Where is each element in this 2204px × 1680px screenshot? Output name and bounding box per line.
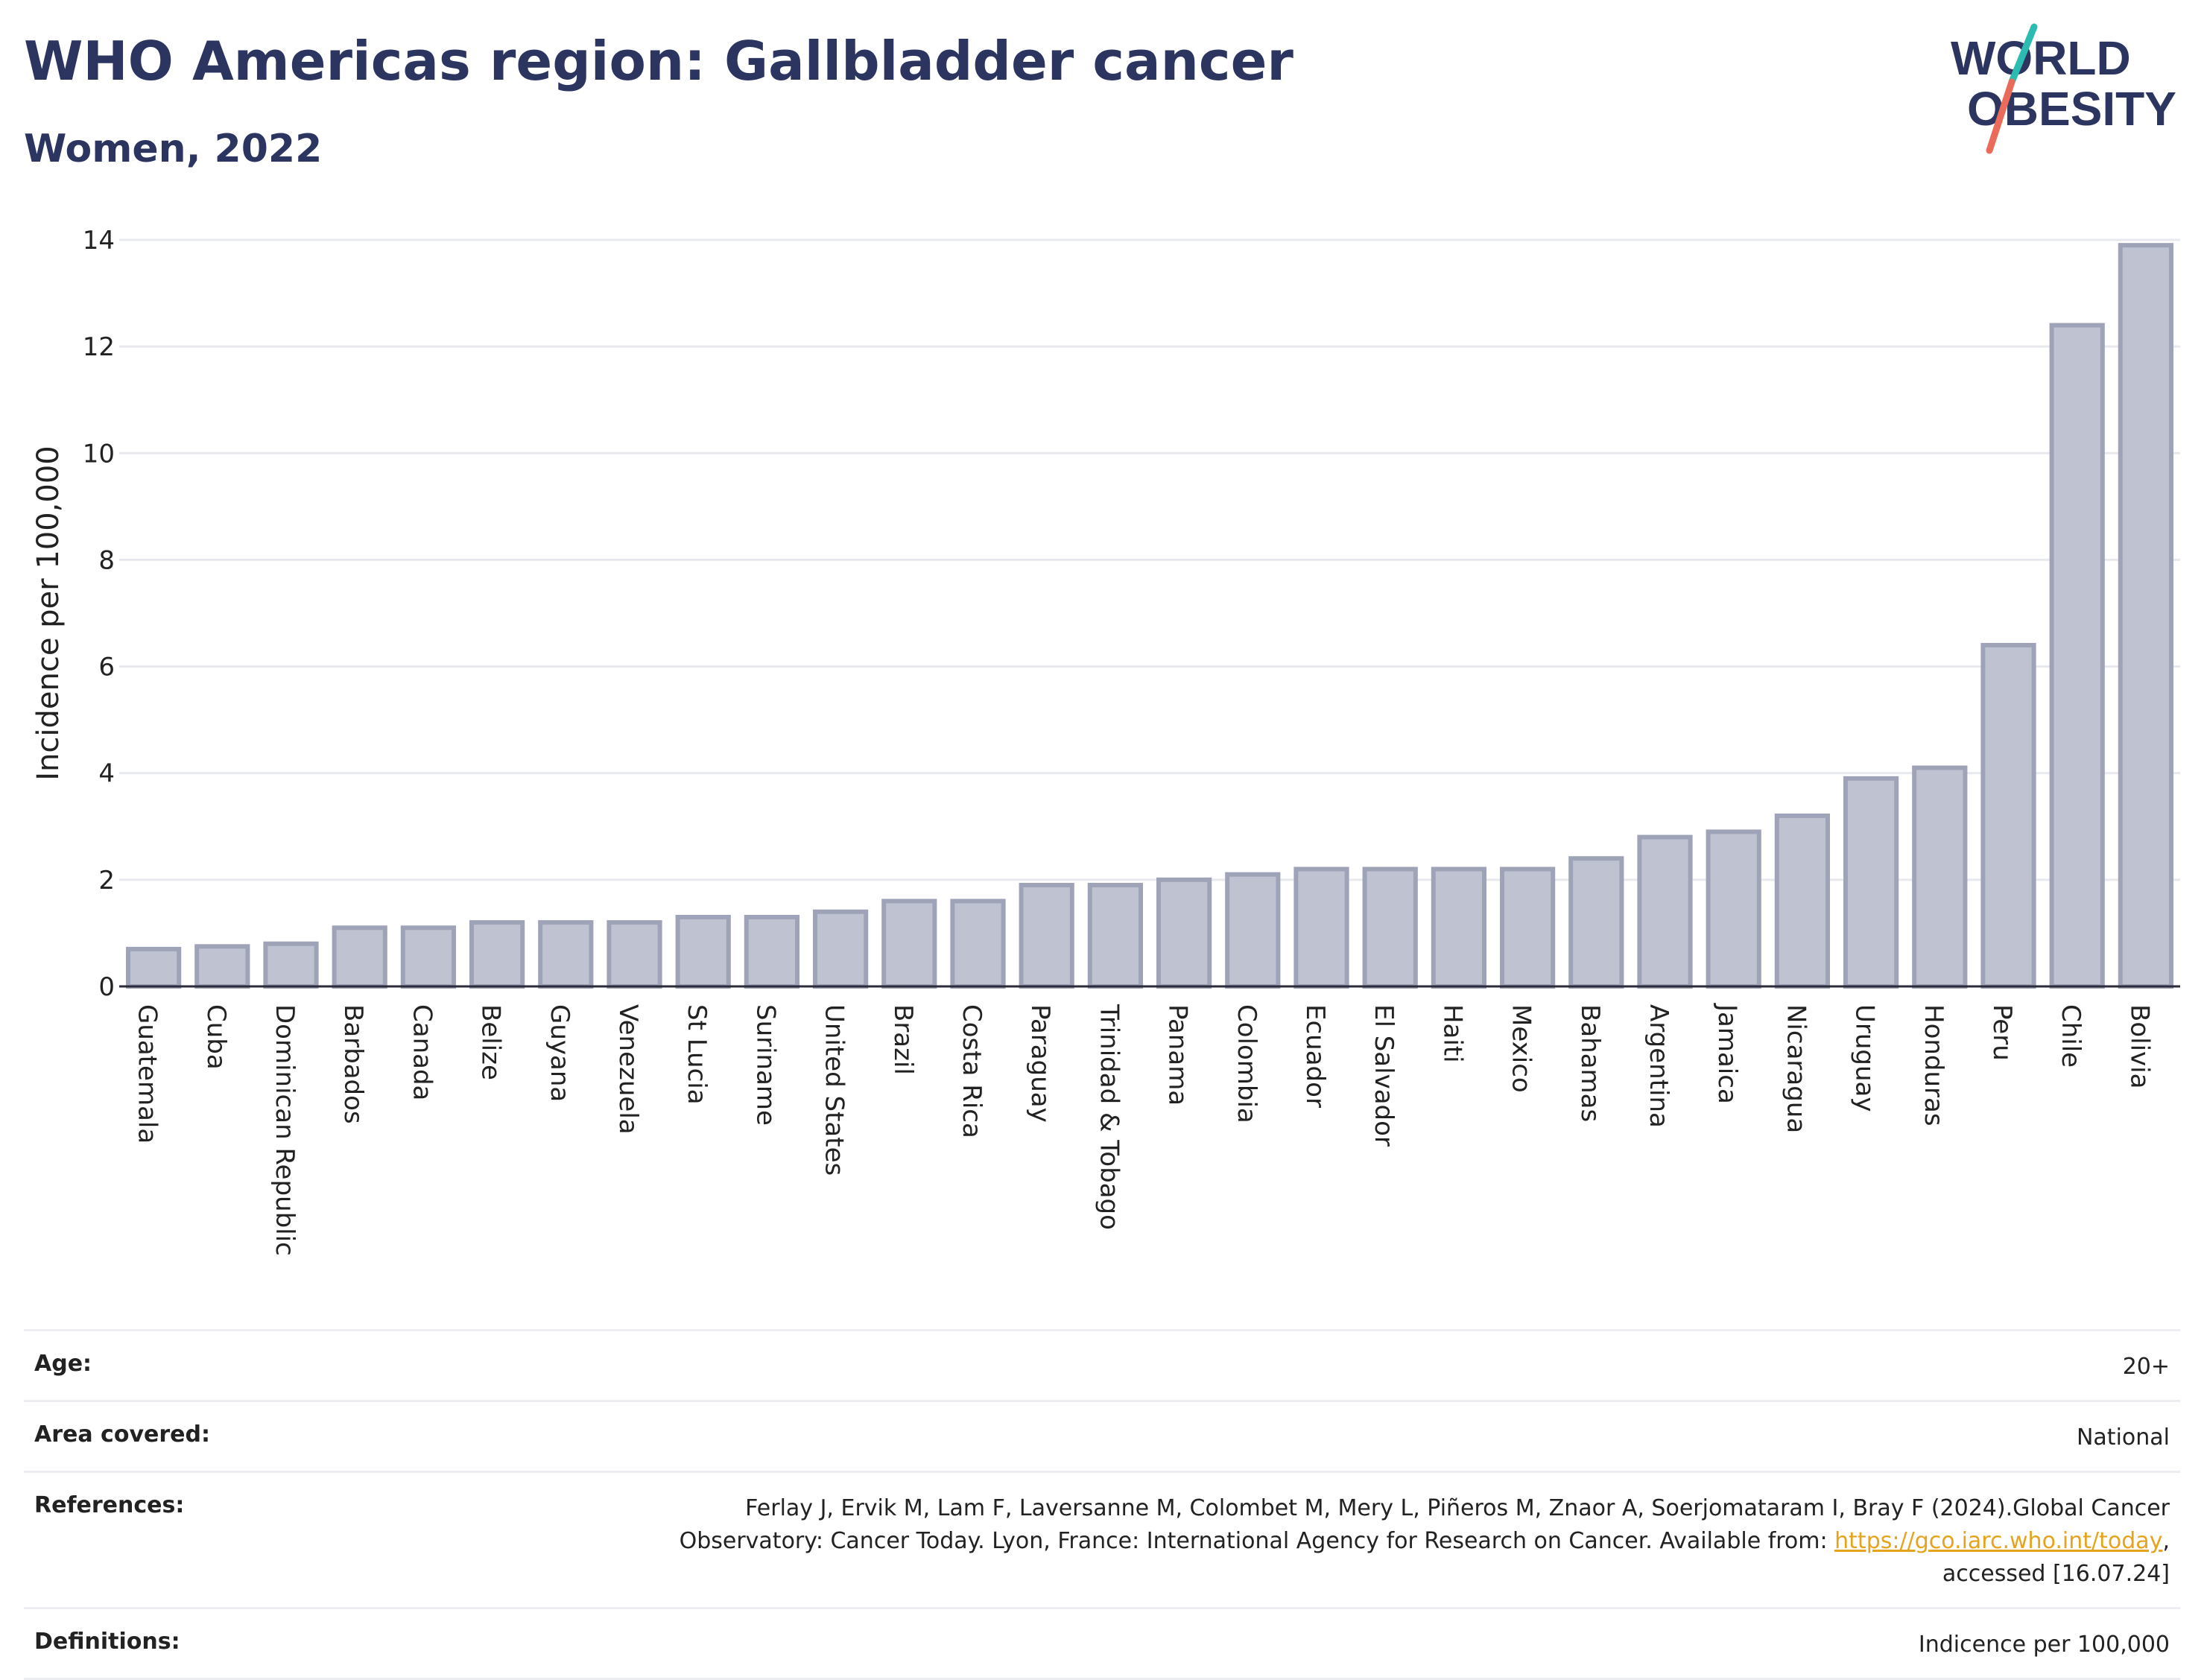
x-tick-label: Suriname xyxy=(750,1004,780,1126)
y-tick-labels: 0 2 4 6 8 10 12 14 xyxy=(83,226,115,1002)
x-tick-label: Guatemala xyxy=(133,1004,162,1144)
references-line1: Ferlay J, Ervik M, Lam F, Laversanne M, … xyxy=(745,1495,2170,1521)
area-value: National xyxy=(2076,1424,2170,1451)
meta-row-age: Age: 20+ xyxy=(24,1329,2180,1400)
bar-guyana xyxy=(538,920,594,989)
references-link[interactable]: https://gco.iarc.who.int/today xyxy=(1834,1528,2163,1554)
bar-panama xyxy=(1156,877,1212,989)
y-tick-label: 10 xyxy=(83,439,115,469)
bar-barbados xyxy=(332,925,387,989)
x-tick-label: Dominican Republic xyxy=(270,1004,300,1256)
x-tick-label: Colombia xyxy=(1232,1004,1261,1123)
bar-costa-rica xyxy=(950,898,1006,989)
grid-lines xyxy=(119,238,2180,881)
y-tick-label: 0 xyxy=(98,972,115,1002)
bar-uruguay xyxy=(1843,776,1899,989)
bar-honduras xyxy=(1912,765,1968,989)
bar-dominican-republic xyxy=(263,941,319,989)
world-obesity-logo: WORLD OBESITY xyxy=(1951,23,2176,154)
x-tick-label: Haiti xyxy=(1437,1004,1467,1063)
definitions-value: Indicence per 100,000 xyxy=(1918,1632,2170,1658)
logo-slash-top xyxy=(2008,23,2038,86)
bar-chart: 0 2 4 6 8 10 12 14 Guatemala Cuba Dominican Repub… xyxy=(31,226,2180,1256)
y-tick-label: 12 xyxy=(83,332,115,362)
y-axis-label: Incidence per 100,000 xyxy=(31,446,66,781)
bar-chile xyxy=(2049,323,2105,989)
x-tick-label: Panama xyxy=(1163,1004,1193,1106)
x-tick-label: Jamaica xyxy=(1712,1003,1742,1104)
x-tick-label: Argentina xyxy=(1644,1004,1673,1128)
x-tick-label: Bahamas xyxy=(1575,1004,1605,1122)
bar-bolivia xyxy=(2118,243,2174,989)
x-tick-label: St Lucia xyxy=(682,1004,712,1105)
x-tick-label: Canada xyxy=(407,1004,437,1100)
x-tick-label: Ecuador xyxy=(1300,1004,1330,1108)
y-tick-label: 2 xyxy=(98,866,115,896)
age-label: Age: xyxy=(34,1351,92,1377)
bar-cuba xyxy=(194,944,250,989)
bar-venezuela xyxy=(607,920,662,989)
references-line2: Observatory: Cancer Today. Lyon, France:… xyxy=(679,1528,1835,1554)
bar-nicaragua xyxy=(1774,813,1831,989)
x-tick-label: Costa Rica xyxy=(957,1004,987,1138)
bar-ecuador xyxy=(1293,866,1349,989)
bar-bahamas xyxy=(1568,856,1624,989)
bar-united-states xyxy=(812,909,869,989)
x-tick-label: Chile xyxy=(2056,1004,2086,1068)
x-tick-label: Guyana xyxy=(545,1004,574,1102)
x-tick-label: Cuba xyxy=(201,1004,231,1070)
bar-argentina xyxy=(1637,834,1693,989)
bar-peru xyxy=(1980,642,2036,989)
x-tick-label: Trinidad & Tobago xyxy=(1094,1004,1124,1230)
x-tick-label: Venezuela xyxy=(613,1004,643,1135)
bar-mexico xyxy=(1499,866,1556,989)
bar-guatemala xyxy=(125,946,182,989)
bar-haiti xyxy=(1431,866,1487,989)
y-tick-label: 8 xyxy=(98,545,115,575)
x-tick-label: Uruguay xyxy=(1850,1004,1880,1112)
bar-jamaica xyxy=(1706,829,1761,989)
chart-title: WHO Americas region: Gallbladder cancer xyxy=(24,30,1293,92)
y-tick-label: 4 xyxy=(98,759,115,789)
x-tick-label: Belize xyxy=(476,1004,506,1080)
bar-paraguay xyxy=(1019,883,1074,989)
x-tick-label: Honduras xyxy=(1919,1004,1948,1126)
references-line3: accessed [16.07.24] xyxy=(1942,1561,2170,1587)
chart-subtitle: Women, 2022 xyxy=(24,127,323,171)
x-tick-label: Barbados xyxy=(338,1004,368,1124)
bar-el-salvador xyxy=(1362,866,1418,989)
bars xyxy=(125,243,2174,989)
x-tick-label: Mexico xyxy=(1507,1004,1536,1093)
x-tick-label: El Salvador xyxy=(1369,1004,1399,1147)
logo-line1: WORLD xyxy=(1951,31,2131,85)
x-tick-label: Peru xyxy=(1987,1004,2017,1061)
references-line2-end: , xyxy=(2162,1528,2170,1554)
x-tick-label: Bolivia xyxy=(2124,1004,2154,1088)
meta-row-definitions: Definitions: Indicence per 100,000 xyxy=(24,1607,2180,1680)
bar-trinidad-tobago xyxy=(1087,883,1144,989)
x-tick-labels: Guatemala Cuba Dominican Republic Barbados C… xyxy=(133,1003,2155,1256)
x-tick-label: Brazil xyxy=(888,1004,918,1075)
bar-belize xyxy=(469,920,525,989)
definitions-label: Definitions: xyxy=(34,1629,180,1655)
metadata-table: Age: 20+ Area covered: National Referenc… xyxy=(24,1329,2180,1680)
x-tick-label: Paraguay xyxy=(1025,1004,1055,1123)
bar-canada xyxy=(400,925,457,989)
x-tick-label: Nicaragua xyxy=(1781,1004,1811,1133)
meta-row-area: Area covered: National xyxy=(24,1400,2180,1471)
meta-row-references: References: Ferlay J, Ervik M, Lam F, La… xyxy=(24,1471,2180,1607)
y-tick-label: 14 xyxy=(83,226,115,256)
references-label: References: xyxy=(34,1492,185,1518)
area-label: Area covered: xyxy=(34,1421,210,1448)
references-value: Ferlay J, Ervik M, Lam F, Laversanne M, … xyxy=(680,1492,2170,1591)
bar-brazil xyxy=(881,898,937,989)
bar-suriname xyxy=(744,914,800,989)
logo-slash-bottom xyxy=(1986,78,2015,154)
y-tick-label: 6 xyxy=(98,653,115,682)
x-tick-label: United States xyxy=(820,1004,849,1176)
bar-colombia xyxy=(1225,872,1281,989)
age-value: 20+ xyxy=(2122,1354,2170,1380)
bar-st-lucia xyxy=(675,914,731,989)
